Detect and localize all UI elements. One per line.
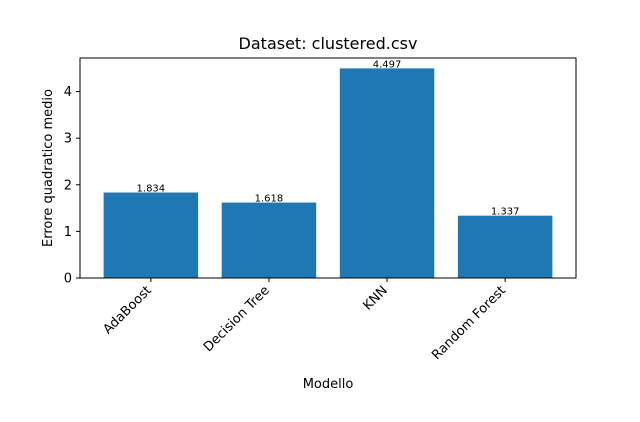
x-tick-label: Decision Tree [201,283,273,355]
y-axis-title: Errore quadratico medio [41,89,56,247]
x-tick-label: Random Forest [429,283,509,363]
bar-decision-tree [222,203,316,278]
data-label: 1.337 [491,207,520,218]
bar-random-forest [458,216,552,278]
x-tick-label: AdaBoost [101,283,155,337]
y-tick-label: 1 [64,225,72,240]
x-axis-title: Modello [303,377,354,392]
data-label: 1.618 [255,194,284,205]
y-axis: 0 1 2 3 4 [64,85,80,286]
data-label: 1.834 [137,184,166,195]
y-tick-label: 0 [64,272,72,287]
x-tick-label: KNN [360,283,390,313]
y-tick-label: 3 [64,132,72,147]
chart-title: Dataset: clustered.csv [239,34,418,53]
y-tick-label: 2 [64,178,72,193]
x-axis: AdaBoost Decision Tree KNN Random Forest [101,278,509,363]
bar-knn [340,68,434,278]
bar-adaboost [104,193,198,278]
bars [104,68,553,278]
y-tick-label: 4 [64,85,72,100]
data-label: 4.497 [373,59,402,70]
